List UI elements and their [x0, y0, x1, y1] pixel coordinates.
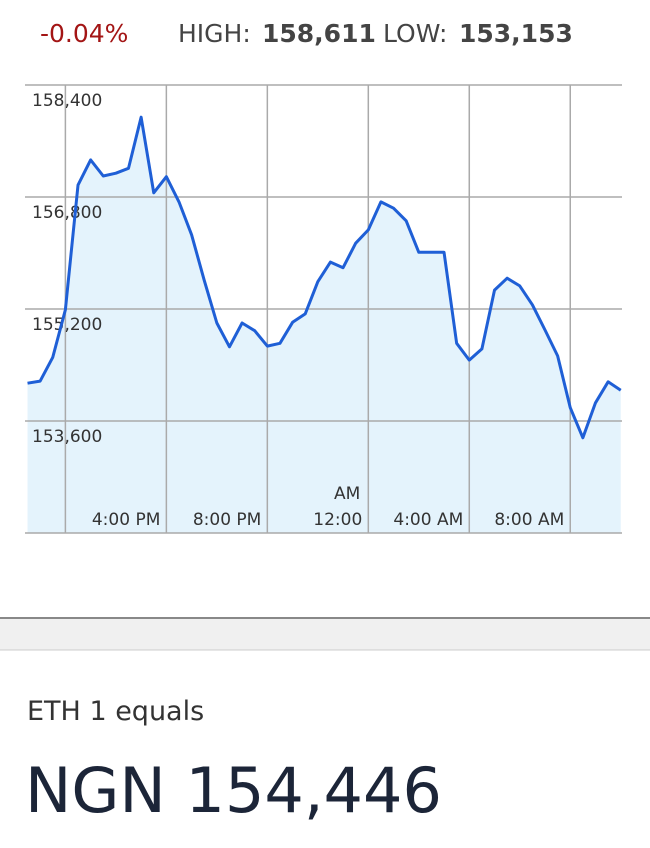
low-value: 153,153 [459, 19, 573, 48]
x-tick-label: 4:00 AM [393, 510, 463, 530]
area [27, 117, 621, 533]
y-tick-label: 158,400 [32, 91, 102, 111]
x-tick-label: AM [334, 484, 360, 504]
x-tick-label: 8:00 AM [494, 510, 564, 530]
conversion-value: NGN 154,446 [25, 754, 442, 827]
x-tick-label: 12:00 [313, 510, 362, 530]
conversion-label: ETH 1 equals [27, 696, 204, 727]
high-label: HIGH: [178, 19, 251, 48]
line [27, 115, 622, 440]
x-tick-label: 8:00 PM [193, 510, 262, 530]
y-tick-label: 153,600 [32, 427, 102, 447]
plot: 153,600 155,200 156,800 158,400 4:00 PM 8:00 … [25, 84, 622, 534]
y-tick-label: 156,800 [32, 203, 102, 223]
low-label: LOW: [383, 19, 447, 48]
y-tick-label: 155,200 [32, 315, 102, 335]
change: -0.04% [40, 19, 128, 48]
separator [0, 617, 650, 650]
x-tick-label: 4:00 PM [92, 510, 161, 530]
high-value: 158,611 [262, 19, 376, 48]
